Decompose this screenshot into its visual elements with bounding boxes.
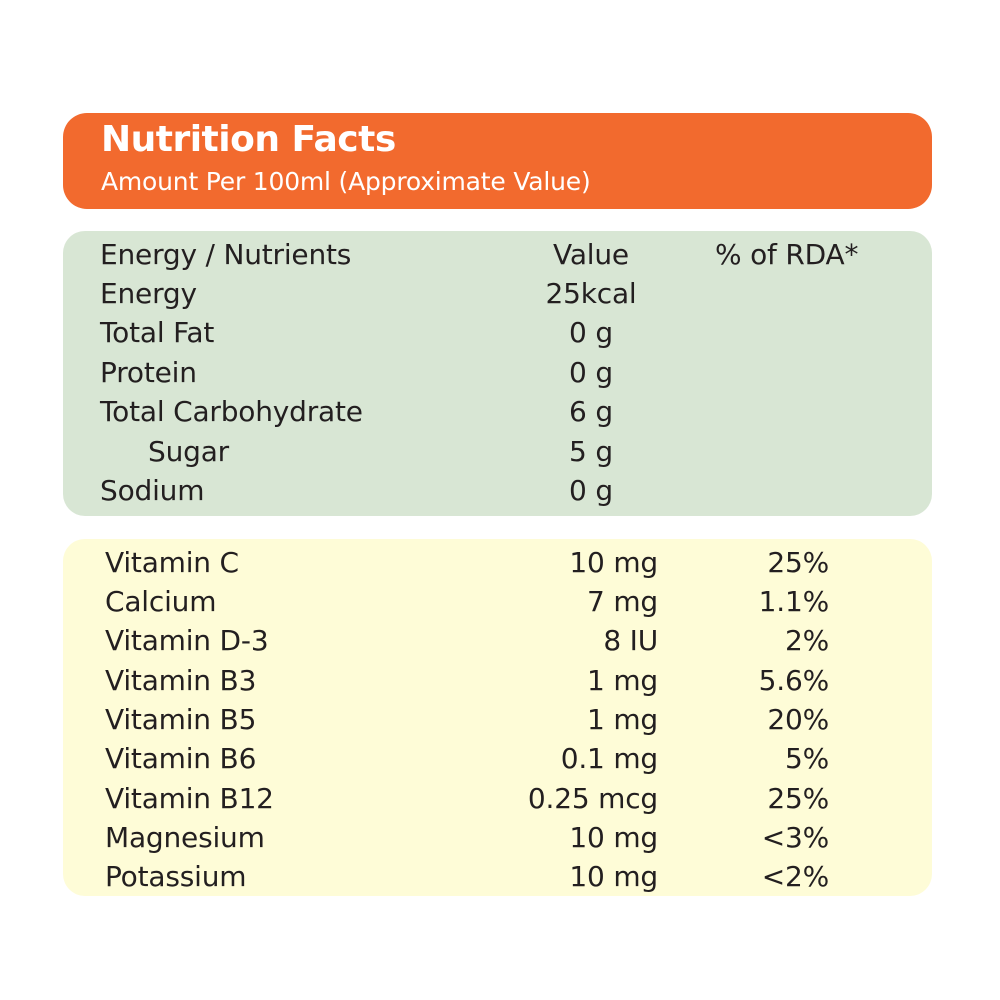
vitamin-name: Magnesium [105,821,265,854]
vitamin-rda: <3% [761,821,829,854]
vitamin-value: 1 mg [587,664,658,697]
vitamin-rda: 1.1% [758,585,830,618]
vitamin-name: Vitamin B12 [105,782,274,815]
vitamin-rda: <2% [761,860,829,893]
table-row: Vitamin C 10 mg 25% [63,543,932,583]
table-row: Energy 25kcal [63,274,932,314]
vitamin-value: 8 IU [603,624,658,657]
nutrient-value: 5 g [569,435,613,468]
table-row: Vitamin B6 0.1 mg 5% [63,739,932,779]
column-header-nutrients: Energy / Nutrients [100,238,352,271]
nutrient-name: Sodium [100,474,205,507]
vitamin-rda: 25% [767,546,829,579]
nutrient-value: 0 g [569,316,613,349]
nutrient-name: Protein [100,356,197,389]
nutrient-value: 25kcal [545,277,637,310]
vitamin-value: 0.1 mg [560,742,658,775]
vitamin-name: Calcium [105,585,217,618]
vitamin-rda: 2% [784,624,829,657]
table-row: Total Fat 0 g [63,313,932,353]
nutrients-panel: Energy / Nutrients Value % of RDA* Energ… [63,231,932,516]
vitamin-name: Vitamin D-3 [105,624,269,657]
vitamin-value: 1 mg [587,703,658,736]
vitamin-value: 10 mg [569,860,658,893]
vitamin-value: 0.25 mcg [527,782,658,815]
vitamins-panel: Vitamin C 10 mg 25% Calcium 7 mg 1.1% Vi… [63,539,932,896]
table-row: Sugar 5 g [63,432,932,472]
nutrient-name: Total Fat [100,316,215,349]
table-row: Magnesium 10 mg <3% [63,818,932,858]
vitamin-name: Vitamin B5 [105,703,257,736]
vitamin-name: Vitamin B3 [105,664,257,697]
vitamin-rda: 5% [784,742,829,775]
nutrient-value: 6 g [569,395,613,428]
table-row: Vitamin B5 1 mg 20% [63,700,932,740]
vitamin-name: Vitamin B6 [105,742,257,775]
header-title: Nutrition Facts [101,119,396,160]
header-subtitle: Amount Per 100ml (Approximate Value) [101,167,591,196]
nutrients-header-row: Energy / Nutrients Value % of RDA* [63,235,932,275]
table-row: Vitamin B12 0.25 mcg 25% [63,779,932,819]
table-row: Potassium 10 mg <2% [63,857,932,897]
nutrient-name: Sugar [148,435,229,468]
vitamin-name: Potassium [105,860,247,893]
nutrient-name: Total Carbohydrate [100,395,363,428]
column-header-rda: % of RDA* [715,238,859,271]
nutrient-name: Energy [100,277,197,310]
table-row: Calcium 7 mg 1.1% [63,582,932,622]
nutrient-value: 0 g [569,474,613,507]
vitamin-rda: 25% [767,782,829,815]
vitamin-rda: 5.6% [758,664,830,697]
vitamin-rda: 20% [767,703,829,736]
column-header-value: Value [553,238,629,271]
table-row: Vitamin D-3 8 IU 2% [63,621,932,661]
table-row: Sodium 0 g [63,471,932,511]
vitamin-value: 10 mg [569,546,658,579]
vitamin-value: 10 mg [569,821,658,854]
table-row: Vitamin B3 1 mg 5.6% [63,661,932,701]
table-row: Total Carbohydrate 6 g [63,392,932,432]
vitamin-name: Vitamin C [105,546,239,579]
vitamin-value: 7 mg [587,585,658,618]
nutrition-facts-header: Nutrition Facts Amount Per 100ml (Approx… [63,113,932,209]
nutrient-value: 0 g [569,356,613,389]
table-row: Protein 0 g [63,353,932,393]
